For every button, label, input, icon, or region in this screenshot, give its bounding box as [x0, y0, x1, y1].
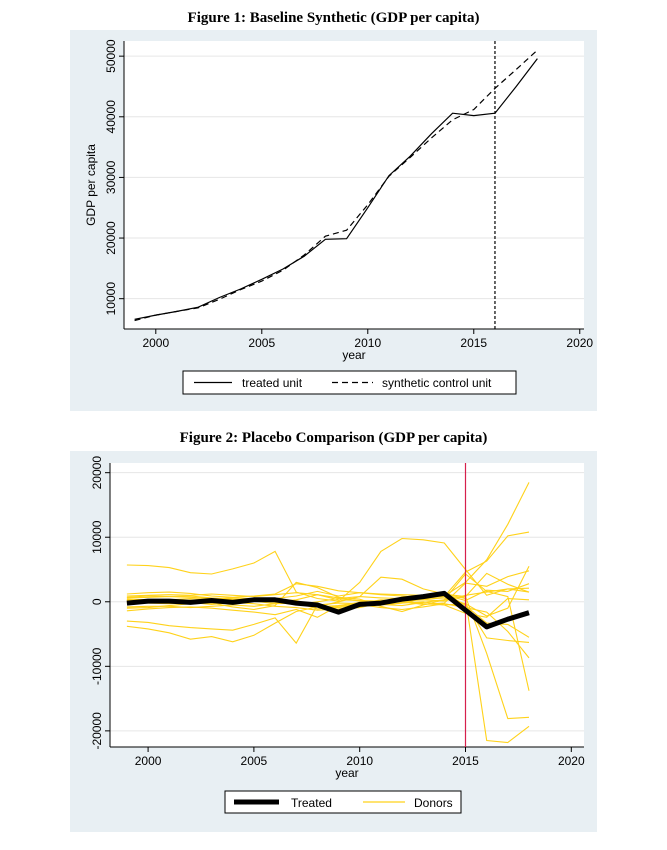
figure-1-panel: 10000 20000 30000 40000 50000 2000 2005 2010 201… [70, 30, 597, 411]
x-tick-label: 2010 [354, 336, 381, 350]
donor-line [126, 583, 530, 605]
legend: treated unit synthetic control unit [182, 370, 517, 395]
figure-1-title: Figure 1: Baseline Synthetic (GDP per ca… [187, 10, 480, 26]
figure-1-chart: 10000 20000 30000 40000 50000 2000 2005 2010 201… [84, 39, 593, 395]
x-axis-label: year [342, 348, 365, 362]
y-tick-label: 40000 [104, 100, 118, 134]
y-tick-label: -10000 [90, 647, 104, 685]
synthetic-control-line [134, 49, 538, 322]
legend-box [224, 790, 462, 814]
legend-donors-label: Donors [414, 796, 453, 810]
legend: Treated Donors [224, 790, 462, 814]
y-tick-label: 10000 [104, 282, 118, 316]
y-tick-label: 20000 [104, 221, 118, 255]
legend-box [182, 370, 517, 395]
treated-unit-line [134, 58, 538, 320]
figure-2-title: Figure 2: Placebo Comparison (GDP per ca… [179, 430, 488, 446]
donor-line [126, 531, 530, 601]
legend-treated-label: treated unit [242, 376, 303, 390]
x-axis-label: year [335, 766, 358, 780]
y-tick-label: 30000 [104, 160, 118, 194]
donor-line [126, 576, 530, 744]
x-tick-label: 2010 [346, 754, 373, 768]
x-tick-label: 2005 [241, 754, 268, 768]
y-tick-label: 20000 [90, 456, 104, 490]
figure-2-panel: -20000 -10000 0 10000 20000 2000 2005 2010 2015 2… [70, 451, 597, 832]
x-tick-label: 2000 [135, 754, 162, 768]
y-tick-label: 10000 [90, 520, 104, 554]
y-tick-label: -20000 [90, 712, 104, 750]
legend-treated-label: Treated [291, 796, 332, 810]
x-tick-label: 2015 [452, 754, 479, 768]
figure-2-chart: -20000 -10000 0 10000 20000 2000 2005 2010 2015 2… [90, 456, 585, 814]
x-tick-label: 2015 [460, 336, 487, 350]
donor-line [126, 591, 530, 638]
x-tick-label: 2020 [566, 336, 593, 350]
y-tick-label: 0 [90, 598, 104, 605]
legend-synthetic-label: synthetic control unit [382, 376, 492, 390]
treated-line [126, 590, 530, 630]
y-tick-label: 50000 [104, 39, 118, 73]
x-tick-label: 2020 [558, 754, 585, 768]
plot-area [124, 41, 584, 329]
x-tick-label: 2000 [142, 336, 169, 350]
x-tick-label: 2005 [248, 336, 275, 350]
y-axis-label: GDP per capita [84, 144, 98, 226]
